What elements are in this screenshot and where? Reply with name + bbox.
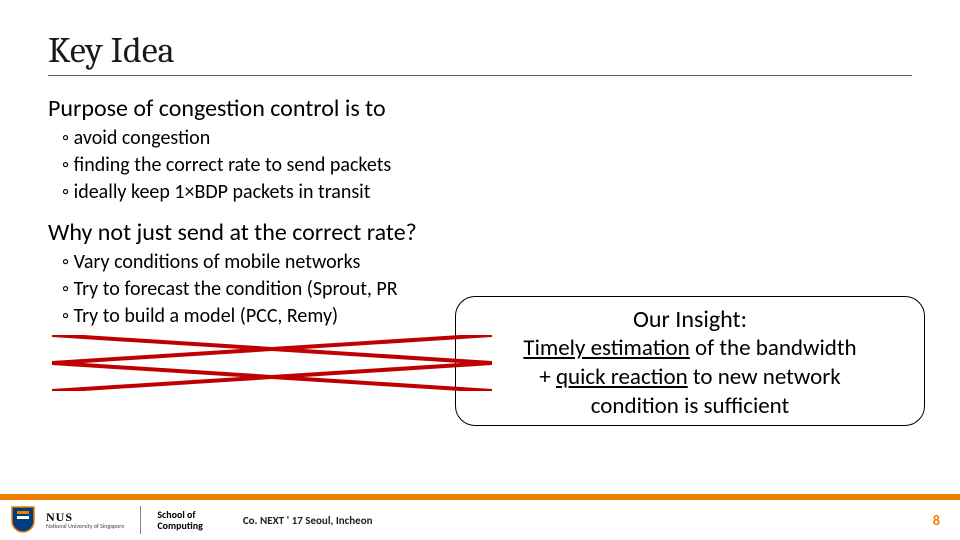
bullet-item: finding the correct rate to send packets	[62, 152, 912, 179]
strikeout-cross	[52, 363, 492, 391]
divider	[140, 506, 141, 534]
bullet-item: ideally keep 1×BDP packets in transit	[62, 179, 912, 206]
slide-title: Key Idea	[48, 30, 912, 76]
nus-fullname: National University of Singapore	[46, 523, 124, 529]
insight-title: Our Insight:	[470, 305, 910, 334]
nus-crest-icon	[10, 505, 36, 535]
insight-callout: Our Insight: Timely estimation of the ba…	[455, 296, 925, 426]
underlined-text: quick reaction	[556, 363, 688, 391]
strikeout-cross	[52, 335, 492, 363]
conference-label: Co. NEXT ' 17 Seoul, Incheon	[243, 514, 373, 527]
bullet-list: avoid congestion finding the correct rat…	[48, 125, 912, 206]
logo-block: NUS National University of Singapore Sch…	[10, 505, 373, 535]
underlined-text: Timely estimation	[523, 334, 689, 362]
nus-text: NUS National University of Singapore	[46, 511, 124, 529]
school-name: School ofComputing	[157, 509, 203, 531]
section-purpose: Purpose of congestion control is to avoi…	[48, 94, 912, 206]
bullet-item: avoid congestion	[62, 125, 912, 152]
footer: NUS National University of Singapore Sch…	[0, 500, 960, 540]
section-heading: Why not just send at the correct rate?	[48, 218, 912, 247]
bullet-item: Vary conditions of mobile networks	[62, 249, 912, 276]
section-heading: Purpose of congestion control is to	[48, 94, 912, 123]
insight-body: Timely estimation of the bandwidth + qui…	[470, 334, 910, 420]
page-number: 8	[933, 512, 940, 529]
slide: Key Idea Purpose of congestion control i…	[0, 0, 960, 540]
